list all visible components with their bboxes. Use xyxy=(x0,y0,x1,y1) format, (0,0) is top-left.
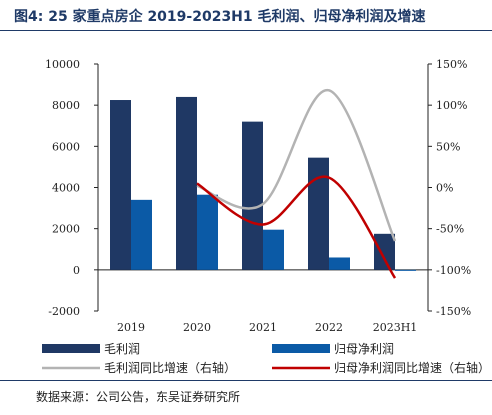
title-rule xyxy=(0,30,492,31)
bar-net-profit xyxy=(329,257,350,270)
legend-label-gross-profit: 毛利润 xyxy=(104,342,140,356)
x-tick-label: 2023H1 xyxy=(373,321,418,334)
x-tick-label: 2020 xyxy=(183,321,211,334)
legend-label-net-profit: 归母净利润 xyxy=(334,342,394,356)
bar-net-profit xyxy=(395,269,416,271)
bar-gross-profit xyxy=(176,96,197,270)
line-net-profit-growth xyxy=(196,175,397,279)
legend-label-gross-growth: 毛利润同比增速（右轴） xyxy=(104,360,236,375)
x-tick-label: 2019 xyxy=(117,321,145,334)
legend-swatch-gross-profit xyxy=(42,344,100,353)
bar-gross-profit xyxy=(374,233,395,270)
right-tick-label: 150% xyxy=(436,58,467,71)
bar-gross-profit xyxy=(308,157,329,270)
right-tick-label: 0% xyxy=(436,182,453,195)
source-note: 数据来源：公司公告，东吴证券研究所 xyxy=(36,390,241,404)
left-tick-label: -2000 xyxy=(48,305,80,318)
footer-rule xyxy=(0,380,492,381)
left-tick-label: 6000 xyxy=(52,140,80,153)
chart-title: 图4: 25 家重点房企 2019-2023H1 毛利润、归母净利润及增速 xyxy=(14,9,426,25)
bar-gross-profit xyxy=(110,100,131,270)
right-tick-label: 100% xyxy=(436,99,467,112)
right-tick-label: -100% xyxy=(436,264,471,277)
legend-label-net-growth: 归母净利润同比增速（右轴） xyxy=(334,360,490,375)
left-tick-label: 2000 xyxy=(52,223,80,236)
right-tick-label: -50% xyxy=(436,223,464,236)
line-gross-profit-growth xyxy=(196,89,397,242)
legend-swatch-net-profit xyxy=(272,344,330,353)
bar-net-profit xyxy=(131,199,152,270)
bar-gross-profit xyxy=(242,121,263,270)
bar-net-profit xyxy=(197,194,218,270)
right-tick-label: -150% xyxy=(436,305,471,318)
left-tick-label: 8000 xyxy=(52,99,80,112)
bar-net-profit xyxy=(263,229,284,270)
left-tick-label: 10000 xyxy=(45,58,80,71)
left-tick-label: 0 xyxy=(73,264,80,277)
x-tick-label: 2022 xyxy=(315,321,343,334)
right-tick-label: 50% xyxy=(436,140,460,153)
x-tick-label: 2021 xyxy=(249,321,277,334)
left-tick-label: 4000 xyxy=(52,182,80,195)
